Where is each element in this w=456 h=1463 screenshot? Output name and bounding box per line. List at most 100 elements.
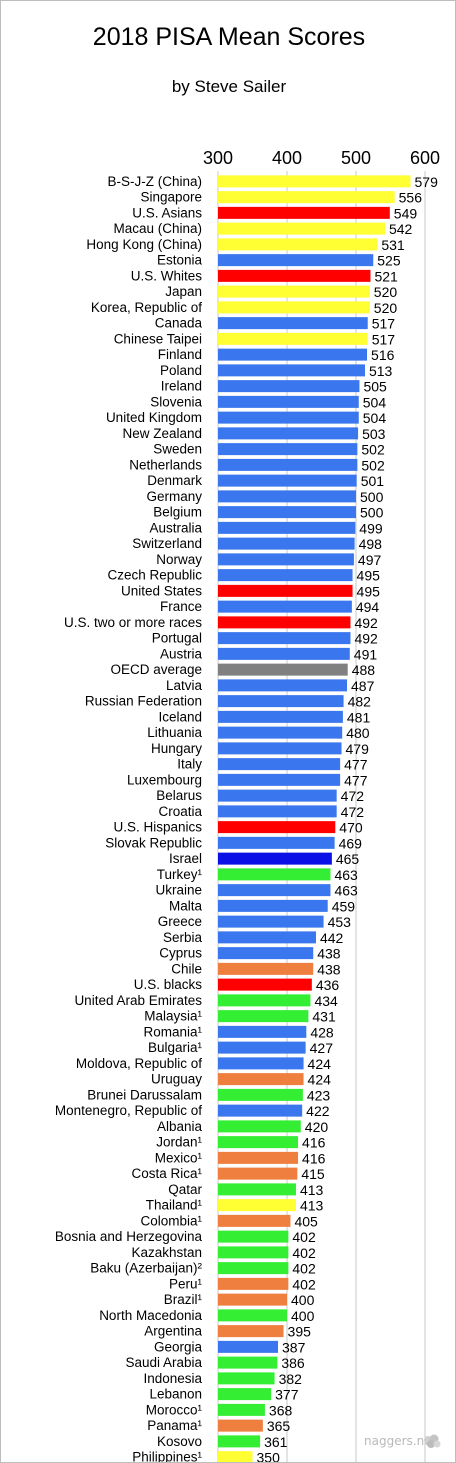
value-label: 442 bbox=[320, 930, 344, 946]
value-label: 504 bbox=[363, 394, 387, 410]
bar bbox=[218, 1120, 301, 1133]
chart-subtitle: by Steve Sailer bbox=[171, 77, 287, 96]
bar bbox=[218, 1246, 289, 1259]
value-label: 477 bbox=[344, 772, 368, 788]
value-label: 495 bbox=[357, 568, 381, 584]
bar bbox=[218, 1199, 296, 1212]
bar bbox=[218, 1293, 287, 1306]
bar bbox=[218, 1025, 307, 1038]
x-tick-label: 500 bbox=[341, 148, 371, 168]
category-label: Malta bbox=[169, 898, 203, 913]
value-label: 416 bbox=[302, 1150, 326, 1166]
bar bbox=[218, 836, 335, 849]
value-label: 472 bbox=[341, 804, 365, 820]
category-label: Slovak Republic bbox=[105, 835, 202, 850]
bar bbox=[218, 994, 311, 1007]
bar bbox=[218, 458, 358, 471]
category-label: Croatia bbox=[158, 804, 202, 819]
value-label: 438 bbox=[317, 961, 341, 977]
value-label: 400 bbox=[291, 1292, 315, 1308]
category-label: U.S. Hispanics bbox=[113, 820, 202, 835]
category-label: Peru¹ bbox=[169, 1276, 203, 1291]
category-label: Uruguay bbox=[151, 1072, 202, 1087]
bar bbox=[218, 506, 356, 519]
value-label: 387 bbox=[282, 1339, 306, 1355]
category-label: Mexico¹ bbox=[155, 1150, 203, 1165]
bar bbox=[218, 427, 359, 440]
bar bbox=[218, 632, 351, 645]
category-label: Japan bbox=[165, 284, 202, 299]
value-label: 365 bbox=[267, 1418, 291, 1434]
category-label: Iceland bbox=[158, 709, 202, 724]
value-label: 525 bbox=[377, 253, 401, 269]
category-label: Denmark bbox=[147, 473, 202, 488]
chart-title: 2018 PISA Mean Scores bbox=[92, 23, 366, 51]
category-label: Portugal bbox=[152, 631, 202, 646]
bar bbox=[218, 1214, 291, 1227]
bar bbox=[218, 1372, 275, 1385]
category-label: Germany bbox=[146, 489, 202, 504]
value-label: 499 bbox=[359, 520, 383, 536]
category-label: Romania¹ bbox=[143, 1024, 202, 1039]
category-label: Estonia bbox=[157, 253, 203, 268]
value-label: 427 bbox=[310, 1040, 334, 1056]
value-label: 495 bbox=[357, 583, 381, 599]
bar bbox=[218, 569, 353, 582]
category-label: Moldova, Republic of bbox=[76, 1056, 202, 1071]
bar bbox=[218, 1435, 261, 1448]
value-label: 415 bbox=[301, 1166, 325, 1182]
bar bbox=[218, 191, 395, 204]
bar bbox=[218, 1073, 304, 1086]
bar bbox=[218, 915, 324, 928]
category-label: Luxembourg bbox=[127, 772, 202, 787]
category-label: U.S. two or more races bbox=[64, 615, 202, 630]
bar bbox=[218, 742, 342, 755]
bar bbox=[218, 285, 370, 298]
bar bbox=[218, 553, 354, 566]
category-label: U.S. Whites bbox=[131, 268, 203, 283]
bar bbox=[218, 332, 368, 345]
category-label: Kosovo bbox=[157, 1434, 202, 1449]
category-label: Korea, Republic of bbox=[91, 300, 202, 315]
bar bbox=[218, 1183, 296, 1196]
category-label: Belgium bbox=[153, 505, 202, 520]
value-label: 361 bbox=[264, 1434, 288, 1450]
bar bbox=[218, 868, 331, 881]
category-label: Belarus bbox=[156, 788, 202, 803]
value-label: 503 bbox=[362, 426, 386, 442]
value-label: 516 bbox=[371, 347, 395, 363]
bar bbox=[218, 805, 337, 818]
bar bbox=[218, 1088, 303, 1101]
bar bbox=[218, 789, 337, 802]
category-label: Canada bbox=[155, 316, 203, 331]
value-label: 377 bbox=[275, 1387, 299, 1403]
category-label: Montenegro, Republic of bbox=[55, 1103, 202, 1118]
bar bbox=[218, 663, 348, 676]
category-label: Philippines¹ bbox=[132, 1450, 202, 1463]
bar bbox=[218, 773, 341, 786]
value-label: 502 bbox=[361, 442, 385, 458]
bar bbox=[218, 1403, 265, 1416]
category-label: Norway bbox=[156, 552, 202, 567]
category-label: OECD average bbox=[110, 662, 202, 677]
category-label: Switzerland bbox=[132, 536, 202, 551]
value-label: 492 bbox=[354, 615, 378, 631]
bar bbox=[218, 395, 359, 408]
category-label: Finland bbox=[158, 347, 202, 362]
bar bbox=[218, 1309, 287, 1322]
category-label: Singapore bbox=[140, 190, 202, 205]
value-label: 402 bbox=[292, 1245, 316, 1261]
category-label: Jordan¹ bbox=[156, 1135, 202, 1150]
value-label: 477 bbox=[344, 757, 368, 773]
category-label: Ukraine bbox=[155, 883, 202, 898]
bar bbox=[218, 521, 356, 534]
value-label: 531 bbox=[381, 237, 405, 253]
category-label: Argentina bbox=[144, 1324, 202, 1339]
bar bbox=[218, 1167, 298, 1180]
bar bbox=[218, 679, 348, 692]
category-label: Thailand¹ bbox=[146, 1198, 203, 1213]
value-label: 438 bbox=[317, 946, 341, 962]
category-label: Chinese Taipei bbox=[114, 331, 202, 346]
bar bbox=[218, 1230, 289, 1243]
bar bbox=[218, 710, 343, 723]
